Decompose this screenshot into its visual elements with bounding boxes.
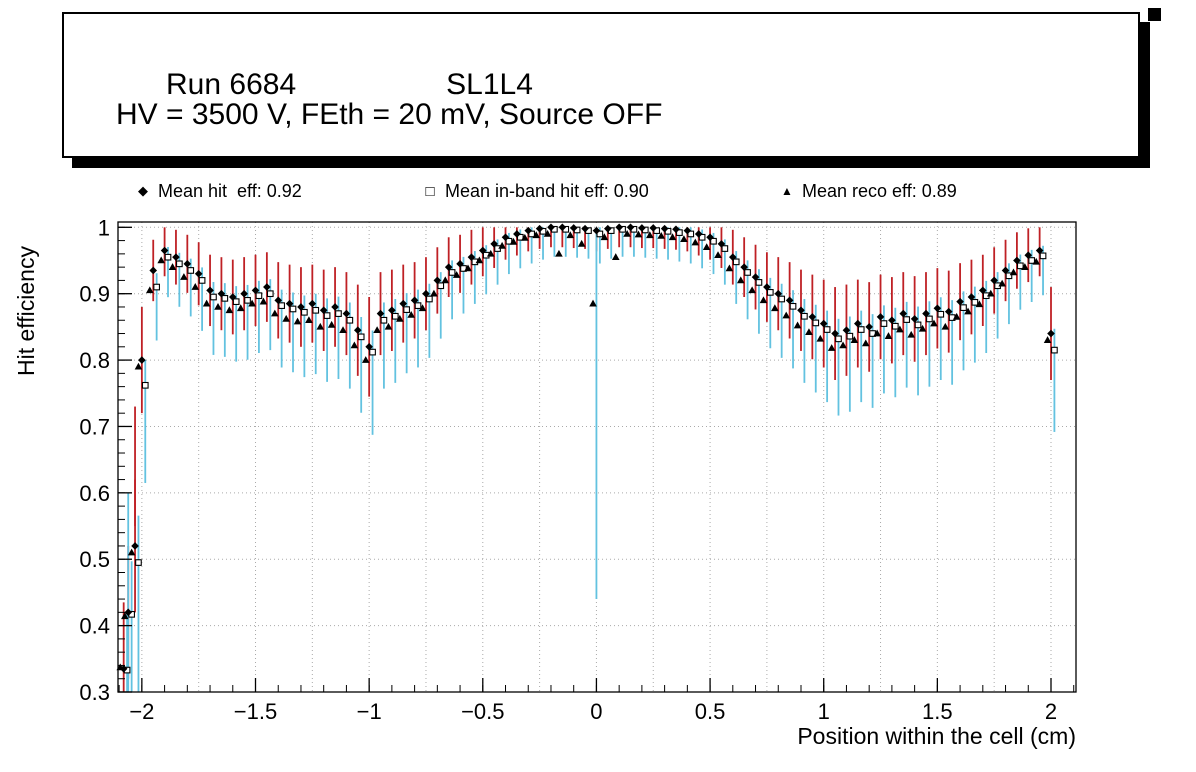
svg-text:Position within the cell (cm): Position within the cell (cm)	[797, 723, 1076, 749]
svg-text:−1.5: −1.5	[234, 699, 277, 724]
svg-text:1: 1	[98, 215, 110, 240]
svg-text:−0.5: −0.5	[461, 699, 504, 724]
svg-text:0.5: 0.5	[695, 699, 726, 724]
svg-text:−2: −2	[129, 699, 154, 724]
legend-item-reco-eff: ▲ Mean reco eff: 0.89	[772, 178, 957, 204]
legend-label-inband-eff: Mean in-band hit eff: 0.90	[445, 180, 649, 201]
legend-item-inband-eff: □ Mean in-band hit eff: 0.90	[415, 178, 649, 204]
legend: ◆ Mean hit eff: 0.92 □ Mean in-band hit …	[0, 178, 1196, 204]
legend-label-hit-eff: Mean hit eff: 0.92	[158, 180, 302, 201]
filled-diamond-icon: ◆	[138, 183, 148, 198]
svg-text:Hit efficiency: Hit efficiency	[13, 246, 39, 376]
svg-text:0.8: 0.8	[79, 348, 110, 373]
svg-text:0.6: 0.6	[79, 481, 110, 506]
filled-triangle-icon: ▲	[781, 184, 793, 198]
run-label: Run 6684	[166, 68, 297, 101]
legend-item-hit-eff: ◆ Mean hit eff: 0.92	[128, 178, 302, 204]
svg-text:1: 1	[818, 699, 830, 724]
svg-text:1.5: 1.5	[922, 699, 953, 724]
conditions-label: HV = 3500 V, FEth = 20 mV, Source OFF	[116, 98, 663, 131]
title-line-1: Run 6684 SL1L4	[116, 34, 533, 136]
svg-text:0.4: 0.4	[79, 614, 110, 639]
svg-text:0.9: 0.9	[79, 282, 110, 307]
svg-text:−1: −1	[357, 699, 382, 724]
svg-text:0: 0	[590, 699, 602, 724]
legend-label-reco-eff: Mean reco eff: 0.89	[802, 180, 957, 201]
open-square-icon: □	[425, 182, 435, 200]
title-box: Run 6684 SL1L4 HV = 3500 V, FEth = 20 mV,…	[62, 12, 1140, 158]
svg-text:0.3: 0.3	[79, 680, 110, 705]
svg-text:0.7: 0.7	[79, 414, 110, 439]
canvas-corner-mark	[1148, 8, 1161, 21]
svg-text:2: 2	[1045, 699, 1057, 724]
svg-text:0.5: 0.5	[79, 547, 110, 572]
chamber-label: SL1L4	[446, 68, 533, 101]
